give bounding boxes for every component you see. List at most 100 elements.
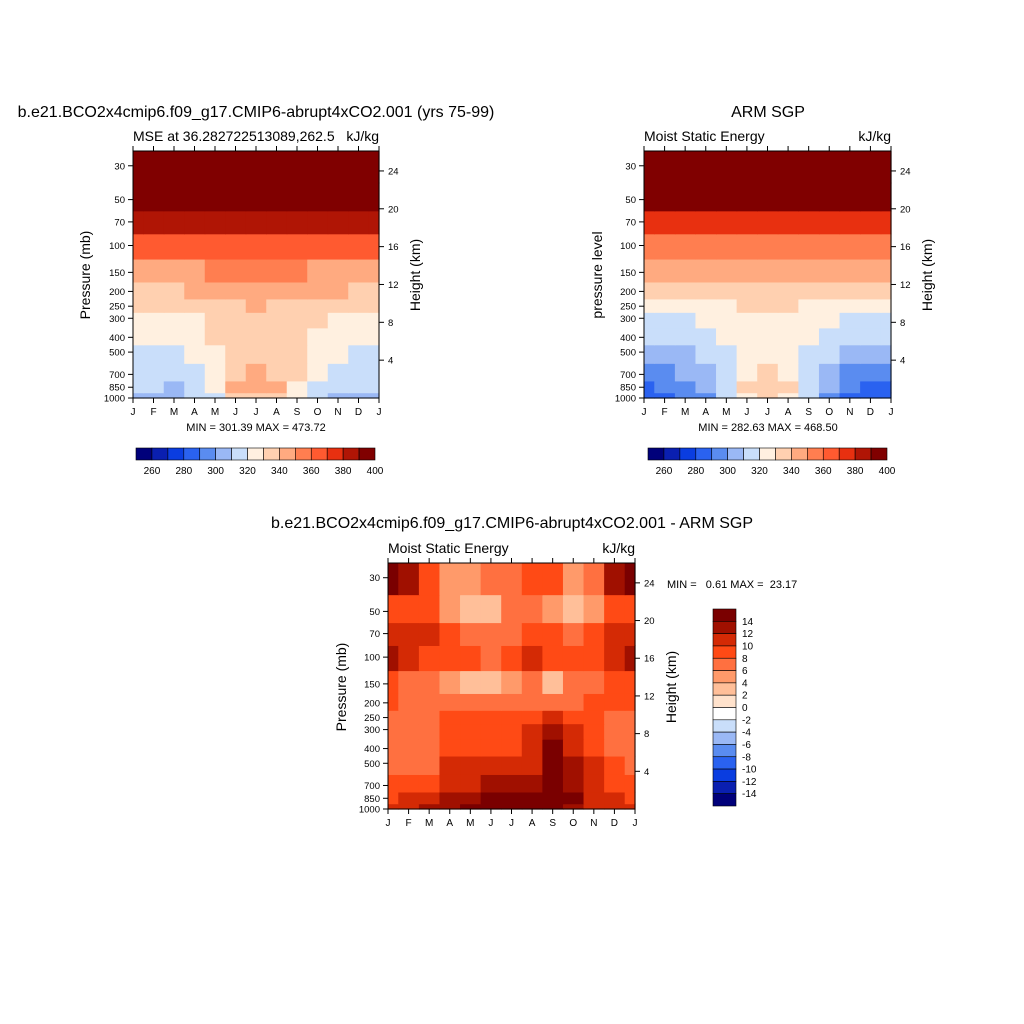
heatmap-cell bbox=[757, 182, 779, 212]
heatmap-cell bbox=[143, 298, 165, 313]
heatmap-cell bbox=[143, 233, 165, 260]
heatmap-cell bbox=[163, 210, 185, 235]
heatmap-cell bbox=[644, 363, 655, 382]
heatmap-cell bbox=[604, 739, 626, 757]
x-tick-label: M bbox=[681, 407, 689, 418]
heatmap-cell bbox=[542, 645, 564, 672]
heatmap-cell bbox=[307, 327, 329, 346]
colorbar-label: 340 bbox=[271, 466, 288, 477]
heatmap-cell bbox=[880, 258, 892, 283]
heatmap-cell bbox=[798, 312, 820, 329]
heatmap-cell bbox=[644, 327, 655, 346]
heatmap-cell bbox=[583, 563, 605, 596]
heatmap-cell bbox=[133, 182, 144, 212]
heatmap-cell bbox=[133, 392, 144, 399]
heatmap-cell bbox=[225, 363, 247, 382]
colorbar-swatch bbox=[358, 447, 376, 461]
heatmap-cell bbox=[501, 723, 523, 740]
heatmap-cell bbox=[604, 803, 626, 810]
heatmap-cell bbox=[480, 645, 502, 672]
heatmap-cell bbox=[418, 693, 441, 711]
heatmap-cell bbox=[204, 210, 226, 235]
colorbar-swatch bbox=[712, 682, 737, 696]
heatmap-cell bbox=[460, 723, 482, 740]
heatmap-cell bbox=[818, 233, 841, 260]
heatmap-cell bbox=[368, 233, 380, 260]
heatmap-cell bbox=[624, 723, 636, 740]
heatmap-cell bbox=[860, 344, 882, 364]
heatmap-cell bbox=[439, 739, 461, 757]
heatmap-cell bbox=[184, 182, 206, 212]
x-tick-label: J bbox=[633, 818, 638, 829]
x-tick-label: J bbox=[377, 407, 382, 418]
heatmap-cell bbox=[225, 344, 247, 364]
colorbar-swatch bbox=[712, 744, 737, 758]
heatmap-cell bbox=[654, 151, 676, 184]
heatmap-cell bbox=[654, 258, 676, 283]
heatmap-cell bbox=[501, 803, 523, 810]
heatmap-cell bbox=[818, 312, 841, 329]
heatmap-cell bbox=[818, 327, 841, 346]
heatmap-cell bbox=[798, 281, 820, 300]
heatmap-cell bbox=[501, 710, 523, 725]
y-tick-label: 200 bbox=[109, 287, 125, 298]
y-tick-label: 850 bbox=[364, 794, 380, 805]
colorbar-swatch bbox=[679, 447, 697, 461]
heatmap-cell bbox=[348, 363, 370, 382]
heatmap-cell bbox=[716, 363, 738, 382]
heatmap-cell bbox=[674, 344, 697, 364]
heatmap-cell bbox=[286, 210, 308, 235]
heatmap-cell bbox=[418, 670, 441, 694]
heatmap-cell bbox=[604, 693, 626, 711]
heatmap-cell bbox=[245, 312, 267, 329]
heatmap-cell bbox=[133, 344, 144, 364]
heatmap-cell bbox=[777, 233, 799, 260]
colorbar-label: -8 bbox=[742, 752, 751, 763]
colorbar-swatch bbox=[712, 793, 737, 807]
heatmap-cell bbox=[398, 803, 420, 810]
heatmap-cell bbox=[624, 563, 636, 596]
heatmap-cell bbox=[521, 594, 543, 624]
heatmap-cell bbox=[184, 344, 206, 364]
x-tick-label: O bbox=[314, 407, 322, 418]
colorbar-swatch bbox=[807, 447, 824, 461]
heatmap-cell bbox=[644, 380, 655, 394]
heatmap-cell bbox=[542, 739, 564, 757]
colorbar-label: 2 bbox=[742, 691, 748, 702]
heatmap-cell bbox=[695, 392, 717, 399]
heatmap-cell bbox=[266, 363, 288, 382]
heatmap-cell bbox=[542, 670, 564, 694]
heatmap-cell bbox=[460, 693, 482, 711]
heatmap-cell bbox=[860, 298, 882, 313]
heatmap-cell bbox=[398, 791, 420, 805]
heatmap-cell bbox=[674, 182, 697, 212]
heatmap-cell bbox=[348, 312, 370, 329]
heatmap-cell bbox=[439, 710, 461, 725]
heatmap-cell bbox=[327, 380, 349, 394]
heatmap-cell bbox=[644, 312, 655, 329]
colorbar-label: 360 bbox=[815, 466, 832, 477]
heatmap-cell bbox=[839, 210, 861, 235]
heatmap-cell bbox=[348, 233, 370, 260]
heatmap-cell bbox=[307, 182, 329, 212]
colorbar-swatch bbox=[231, 447, 248, 461]
panel-model-ylabel: Pressure (mb) bbox=[77, 231, 93, 320]
y-tick-label: 250 bbox=[620, 302, 636, 313]
heatmap-cell bbox=[644, 281, 655, 300]
heatmap-cell bbox=[562, 645, 585, 672]
heatmap-cell bbox=[368, 182, 380, 212]
y2-tick-label: 8 bbox=[388, 318, 393, 329]
heatmap-cell bbox=[388, 774, 399, 793]
heatmap-cell bbox=[439, 594, 461, 624]
panel-obs-title: ARM SGP bbox=[731, 104, 805, 121]
heatmap-cell bbox=[654, 392, 676, 399]
colorbar-label: -12 bbox=[742, 777, 757, 788]
heatmap-cell bbox=[521, 739, 543, 757]
heatmap-cell bbox=[307, 380, 329, 394]
heatmap-cell bbox=[266, 281, 288, 300]
heatmap-cell bbox=[777, 182, 799, 212]
y-tick-label: 300 bbox=[109, 314, 125, 325]
heatmap-cell bbox=[388, 693, 399, 711]
y-tick-label: 70 bbox=[625, 217, 636, 228]
